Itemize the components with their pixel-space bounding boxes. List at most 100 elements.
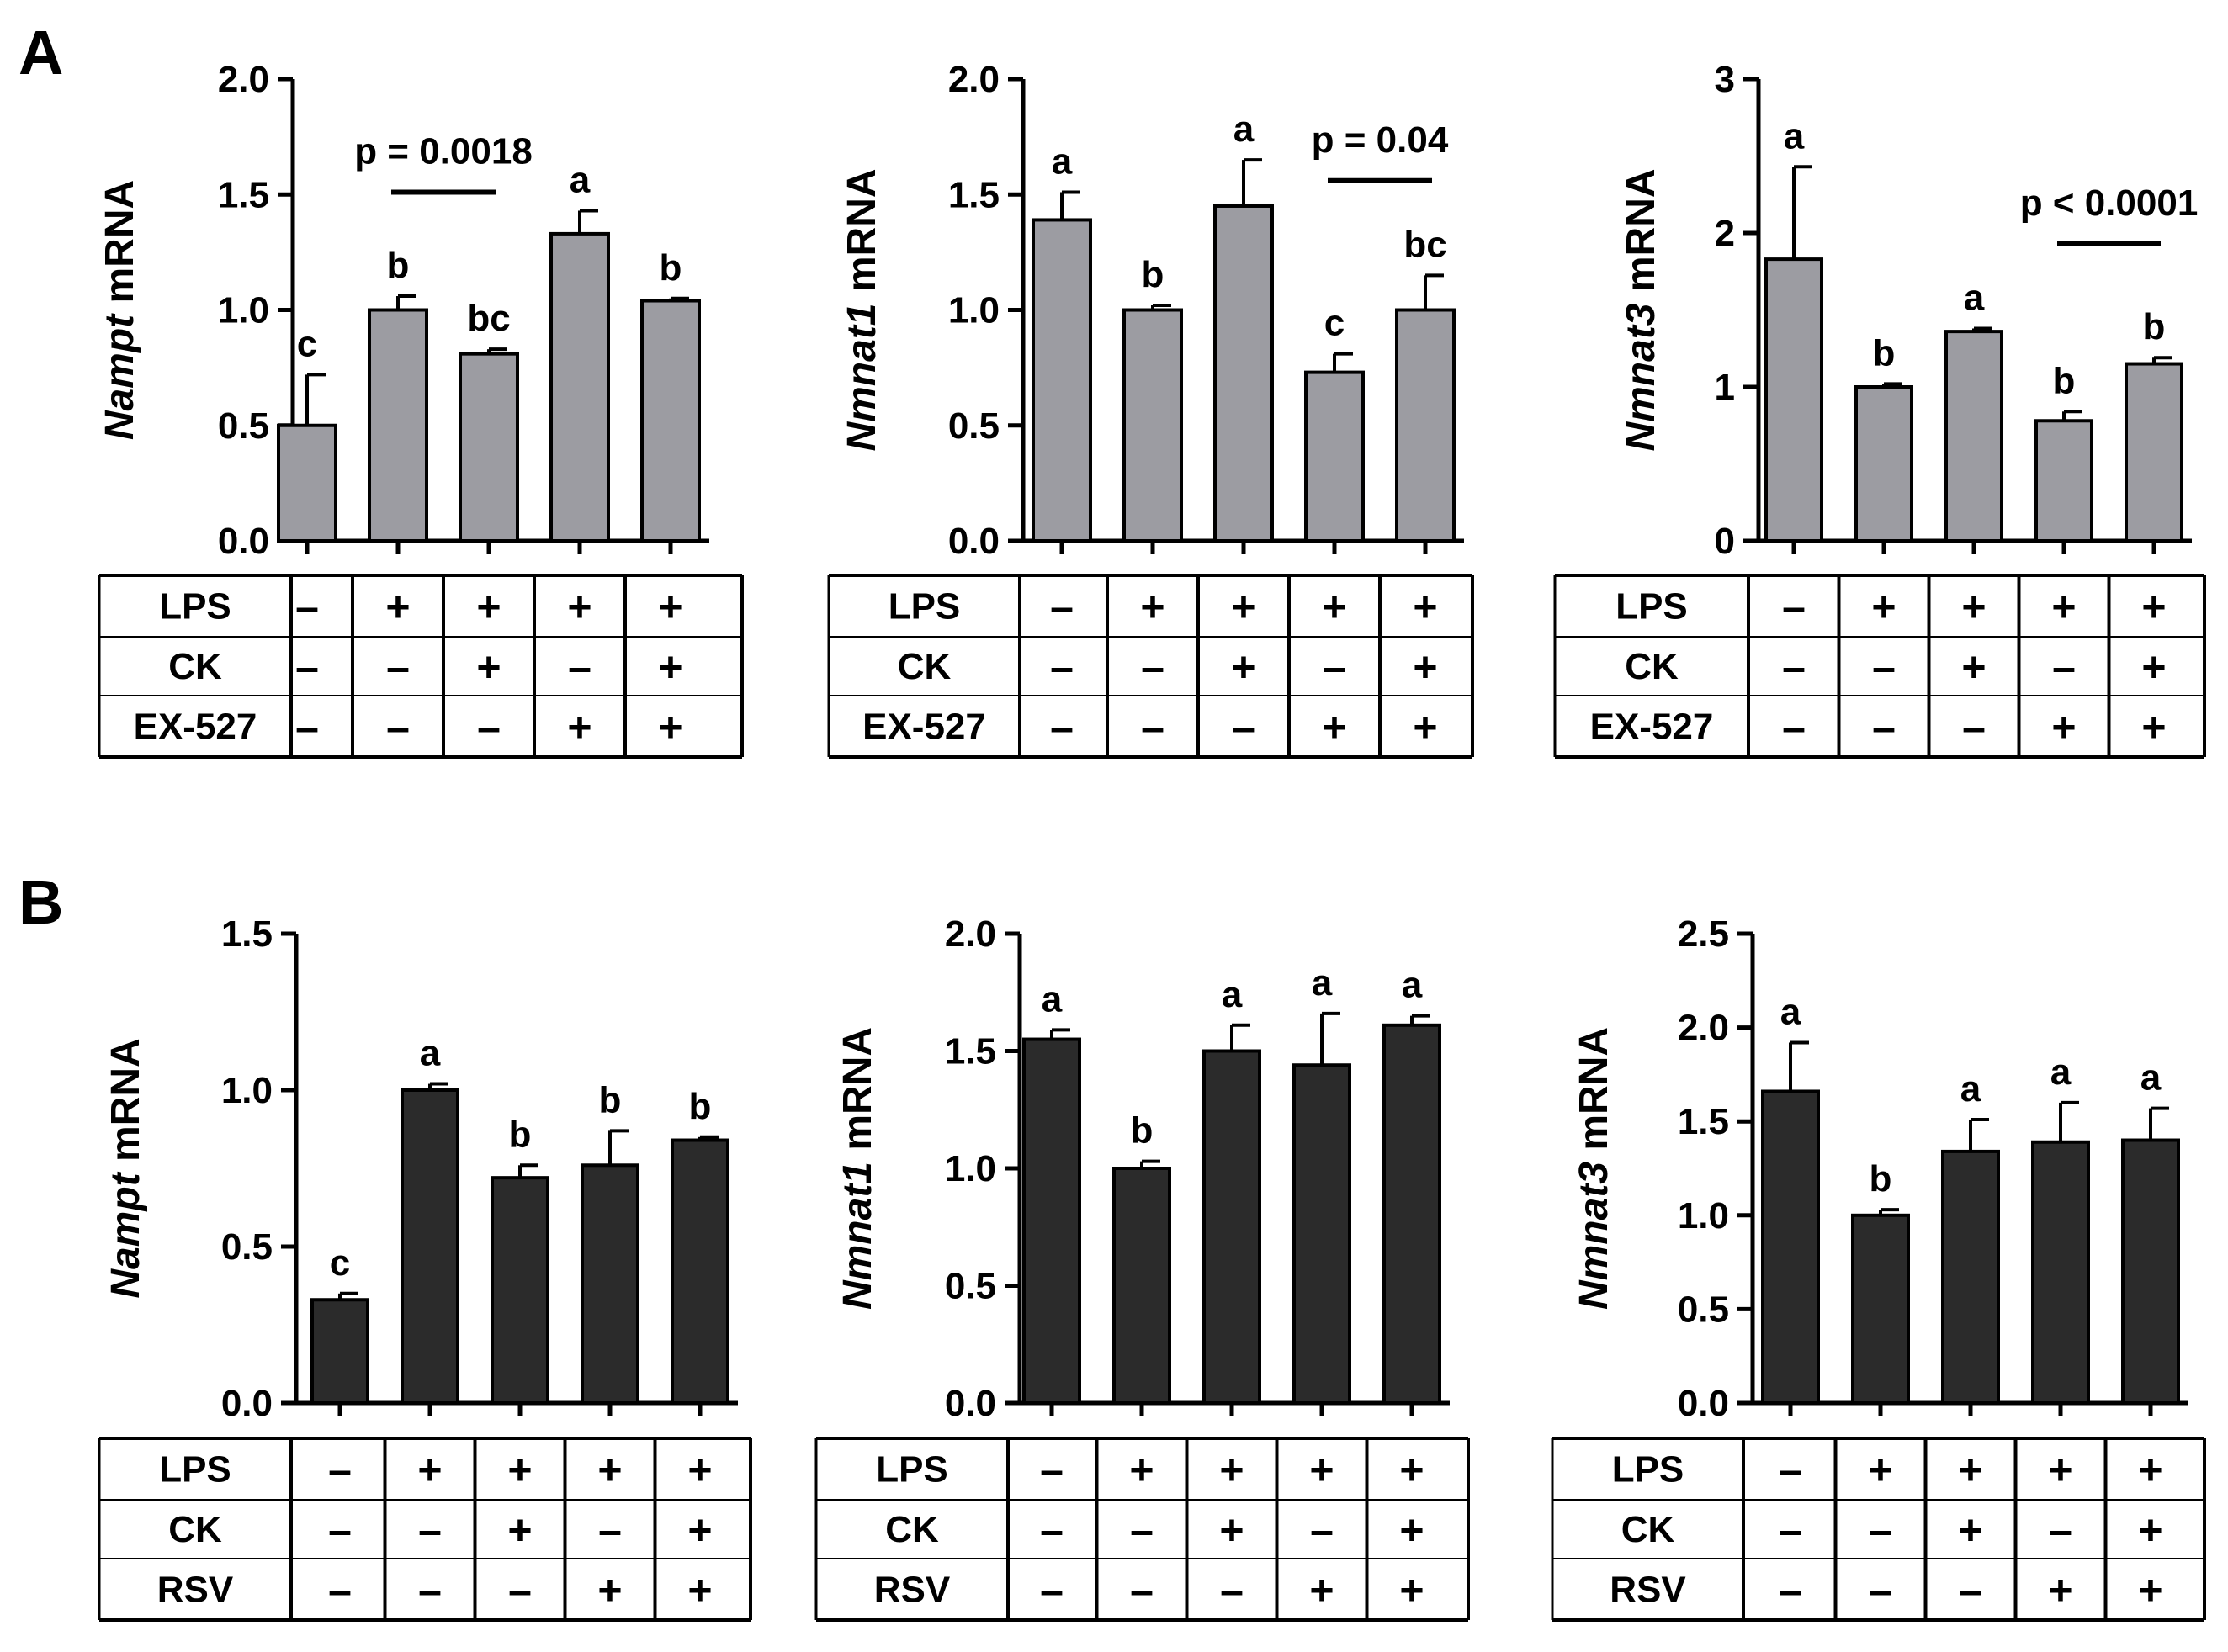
table-row-ex-527-sign-2: – (386, 704, 410, 751)
bar-5 (671, 1138, 729, 1406)
table-row-lps-sign-1: – (295, 584, 319, 631)
table-row-ck-label: CK (168, 646, 222, 687)
table-row-ex-527-sign-4: + (567, 704, 591, 751)
y-tick-label: 1.5 (1678, 1101, 1729, 1142)
bar-3 (459, 352, 519, 543)
y-tick-label: 1.5 (945, 1031, 996, 1072)
table-row-lps-sign-4: + (597, 1447, 622, 1494)
table-row-ex-527-label: EX-527 (134, 707, 257, 748)
table-row-rsv-label: RSV (1610, 1570, 1686, 1611)
bar-3 (491, 1176, 549, 1406)
bar-5 (1382, 1023, 1441, 1406)
table-row-lps-sign-4: + (1309, 1447, 1334, 1494)
sig-letter-2: b (387, 245, 410, 286)
table-row-ck-sign-5: + (1399, 1506, 1424, 1554)
table-row-ck-sign-4: – (2049, 1506, 2072, 1554)
bar-3 (1941, 1149, 2000, 1405)
table-row-lps-sign-5: + (1413, 584, 1437, 631)
table-row-ck-label: CK (885, 1509, 939, 1550)
table-row-rsv-sign-1: – (328, 1567, 352, 1614)
table-row-ex-527-label: EX-527 (1590, 707, 1714, 748)
table-row-ck-sign-2: – (386, 643, 410, 691)
y-axis-title-suffix: mRNA (98, 180, 142, 315)
table-row-lps-sign-3: + (1961, 584, 1986, 631)
sig-letter-5: b (689, 1086, 712, 1127)
sig-letter-3: bc (467, 298, 510, 339)
y-tick-label: 0.0 (948, 521, 1000, 562)
sig-letter-4: a (570, 159, 591, 200)
bar-2 (1112, 1167, 1171, 1405)
table-row-ex-527-sign-4: + (2051, 704, 2076, 751)
y-axis-title-gene: Nampt (103, 1171, 148, 1298)
table-row-ck-sign-3: + (1231, 643, 1255, 691)
table-row-ck-sign-4: – (598, 1506, 622, 1554)
table-row-rsv-sign-3: – (1959, 1567, 1982, 1614)
table-row-ex-527-sign-2: – (1872, 704, 1896, 751)
bar-3 (1202, 1049, 1261, 1405)
sig-letter-2: b (1131, 1110, 1154, 1152)
sig-letter-2: b (1873, 332, 1896, 373)
y-axis-title: Nampt mRNA (103, 1038, 148, 1298)
table-row-lps-sign-5: + (687, 1447, 712, 1494)
sig-letter-1: a (1784, 115, 1805, 156)
table-row-ex-527-sign-5: + (658, 704, 682, 751)
y-tick-label: 2.5 (1678, 913, 1729, 955)
bar-1 (277, 423, 337, 543)
sig-letter-1: a (1042, 978, 1063, 1019)
table-row-ck-label: CK (1621, 1509, 1675, 1550)
y-axis-title: Nmnat3 mRNA (1572, 1027, 1616, 1310)
y-tick-label: 2.0 (1678, 1008, 1729, 1049)
sig-letter-1: a (1780, 991, 1801, 1032)
sig-letter-4: b (599, 1079, 622, 1120)
sig-letter-3: a (1960, 1068, 1981, 1109)
table-row-lps-sign-5: + (2138, 1447, 2162, 1494)
table-row-ck-sign-2: – (1869, 1506, 1892, 1554)
table-row-lps-sign-3: + (1219, 1447, 1244, 1494)
bar-4 (581, 1163, 639, 1406)
table-row-ex-527-sign-3: – (477, 704, 501, 751)
y-tick-label: 0.5 (945, 1266, 996, 1307)
table-row-rsv-sign-3: – (508, 1567, 532, 1614)
sig-letter-5: b (2143, 306, 2166, 347)
table-row-rsv-sign-1: – (1040, 1567, 1064, 1614)
bar-4 (1292, 1063, 1351, 1405)
y-axis-title-gene: Nmnat1 (840, 303, 884, 451)
table-row-rsv-sign-2: – (1130, 1567, 1154, 1614)
panel-label-a: A (19, 18, 63, 87)
y-tick-label: 1.0 (221, 1070, 273, 1111)
y-axis-title-suffix: mRNA (840, 168, 884, 303)
table-row-ex-527-sign-1: – (1782, 704, 1806, 751)
y-tick-label: 0.0 (218, 521, 269, 562)
table-row-ck-sign-2: – (1130, 1506, 1154, 1554)
y-axis-title-suffix: mRNA (1572, 1027, 1616, 1162)
sig-letter-3: b (509, 1114, 532, 1155)
bar-5 (1395, 308, 1456, 543)
y-tick-label: 0.5 (221, 1226, 273, 1268)
y-axis-title-gene: Nmnat3 (1619, 303, 1663, 451)
y-tick-label: 2.0 (945, 913, 996, 955)
table-row-rsv-sign-4: + (1309, 1567, 1334, 1614)
table-row-lps-sign-1: – (1779, 1447, 1802, 1494)
sig-letter-5: bc (1403, 224, 1446, 265)
table-row-ck-sign-1: – (328, 1506, 352, 1554)
table-row-ex-527-sign-2: – (1141, 704, 1164, 751)
table-row-ck-sign-4: – (1323, 643, 1346, 691)
sig-letter-5: a (2140, 1057, 2162, 1099)
bar-1 (310, 1298, 369, 1405)
table-row-ex-527-sign-1: – (1050, 704, 1074, 751)
table-row-ck-sign-1: – (1782, 643, 1806, 691)
y-axis-title-suffix: mRNA (103, 1038, 148, 1173)
table-row-rsv-sign-4: + (2048, 1567, 2072, 1614)
panel-label-b: B (19, 867, 63, 937)
bar-5 (2125, 362, 2183, 543)
table-row-ck-sign-3: + (476, 643, 501, 691)
table-row-ck-sign-3: + (507, 1506, 532, 1554)
table-row-lps-label: LPS (1612, 1449, 1684, 1491)
table-row-lps-sign-1: – (1040, 1447, 1064, 1494)
chart-a-nmnat1: 0.0 0.5 1.0 1.5 2.0 Nmnat1 mRNA a b a c bc p = 0.04… (827, 59, 1474, 759)
pvalue-label: p = 0.0018 (354, 131, 533, 172)
table-row-lps-sign-3: + (507, 1447, 532, 1494)
bar-4 (2034, 419, 2093, 543)
bar-4 (1304, 370, 1365, 543)
